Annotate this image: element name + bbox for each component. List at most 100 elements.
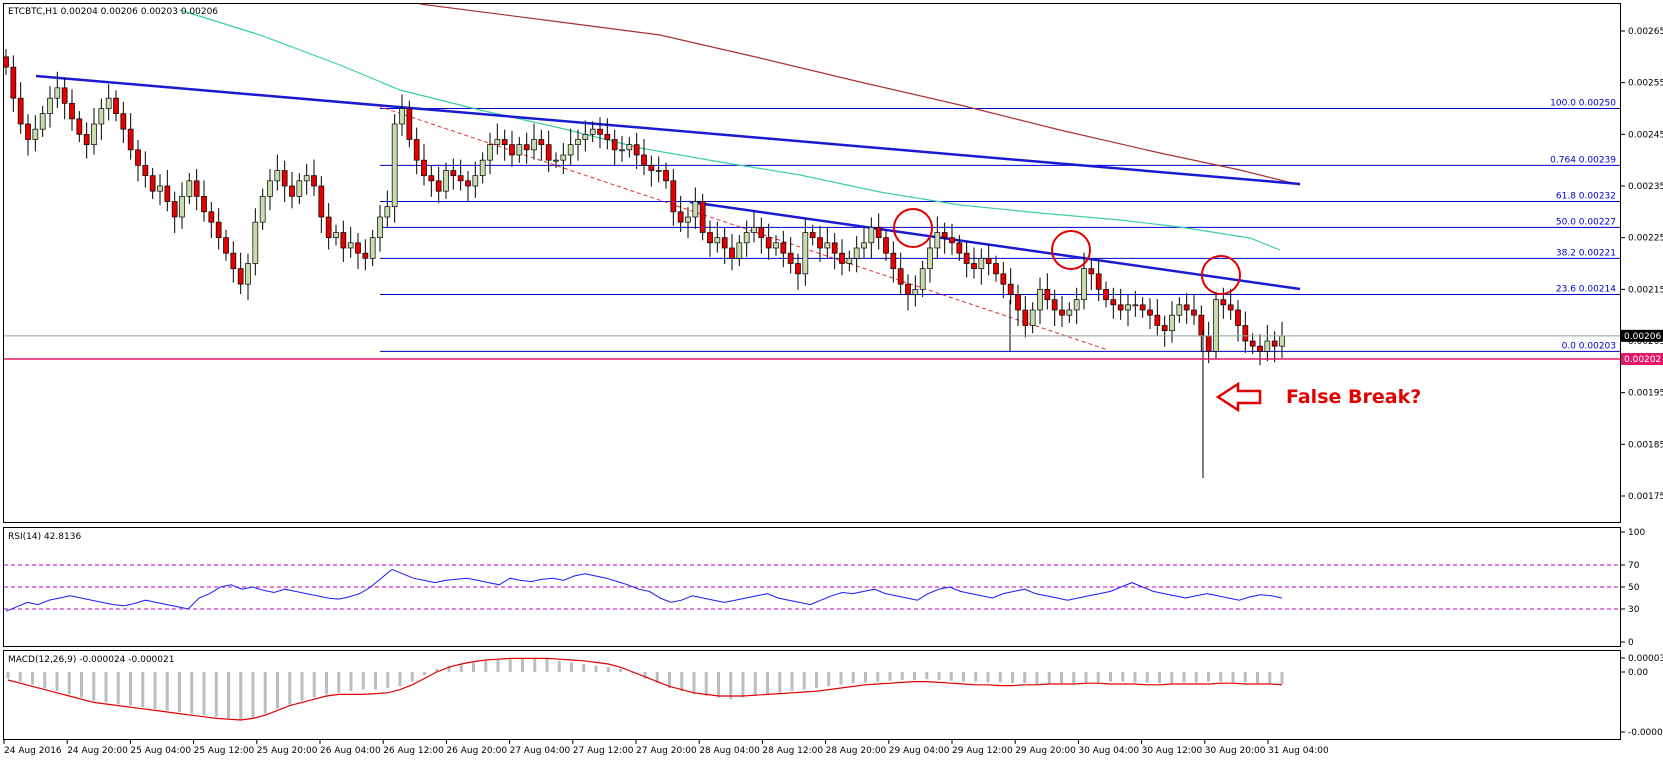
bear-candle-body: [1000, 273, 1007, 285]
candle: [494, 123, 501, 155]
candle: [303, 163, 310, 195]
bull-candle-body: [736, 242, 743, 259]
candle: [699, 193, 706, 241]
candle: [934, 216, 941, 258]
price-tick-label: 0.00195: [1628, 389, 1663, 399]
candle: [912, 275, 919, 307]
time-tick-label: 29 Aug 12:00: [952, 746, 1013, 756]
candle: [252, 208, 259, 276]
candle: [54, 71, 61, 108]
candle: [1264, 324, 1271, 362]
bear-candle-body: [1044, 288, 1051, 301]
candle: [1103, 281, 1109, 308]
time-tick-label: 28 Aug 12:00: [762, 746, 823, 756]
fib-level-label: 61.8 0.00232: [1556, 192, 1616, 202]
bear-candle-body: [10, 66, 17, 99]
candle: [1088, 258, 1095, 290]
bull-candle-body: [1081, 268, 1087, 301]
candle: [157, 174, 163, 206]
bull-candle-body: [846, 257, 853, 264]
bull-candle-body: [692, 201, 699, 218]
bear-candle-body: [311, 175, 317, 187]
bear-candle-body: [905, 283, 911, 295]
bear-candle-body: [875, 226, 882, 239]
candle: [839, 239, 845, 276]
candle: [267, 168, 273, 211]
bear-candle-body: [428, 175, 435, 182]
bear-candle-body: [956, 242, 963, 254]
candle: [3, 49, 9, 75]
bull-candle-body: [553, 159, 559, 162]
bear-candle-body: [729, 247, 735, 259]
false-break-annotation: False Break?: [1215, 381, 1421, 413]
bull-candle-body: [927, 247, 933, 270]
bear-candle-body: [76, 118, 83, 135]
price-tick-label: 0.00225: [1628, 234, 1663, 244]
bull-candle-body: [252, 221, 259, 264]
bear-candle-body: [1015, 294, 1021, 311]
bear-candle-body: [1022, 309, 1029, 326]
candle: [76, 111, 83, 143]
candle: [1227, 288, 1234, 320]
candle: [780, 230, 787, 268]
bull-candle-body: [619, 149, 625, 152]
candle: [113, 90, 119, 122]
bull-candle-body: [105, 97, 112, 109]
candle: [1183, 292, 1190, 324]
time-tick-label: 28 Aug 04:00: [699, 746, 760, 756]
bear-candle-body: [611, 139, 618, 151]
candle: [1066, 302, 1073, 323]
candle: [171, 191, 178, 234]
candle: [619, 135, 625, 162]
bear-candle-body: [142, 164, 149, 177]
time-tick-label: 27 Aug 12:00: [573, 746, 634, 756]
bear-candle-body: [721, 237, 728, 249]
bull-candle-body: [91, 123, 97, 146]
bear-candle-body: [83, 133, 90, 146]
candle: [413, 127, 420, 175]
time-tick-label: 25 Aug 04:00: [130, 746, 191, 756]
candle: [457, 159, 464, 191]
bear-candle-body: [890, 252, 897, 270]
candle: [861, 226, 867, 258]
candle: [809, 224, 816, 246]
bear-candle-body: [648, 164, 655, 171]
candle: [1271, 331, 1278, 363]
fib-level-label: 23.6 0.00214: [1556, 285, 1616, 295]
candle: [296, 173, 303, 205]
bear-candle-body: [1235, 309, 1241, 326]
candle: [707, 220, 713, 257]
bull-candle-body: [1125, 304, 1131, 311]
bear-candle-body: [1110, 299, 1117, 306]
bear-candle-body: [3, 56, 9, 68]
candle: [1095, 259, 1102, 302]
candle: [289, 172, 295, 209]
bear-candle-body: [1220, 299, 1227, 306]
candle: [919, 260, 926, 298]
bull-candle-body: [516, 144, 523, 156]
candle: [347, 226, 354, 258]
bear-candle-body: [465, 180, 471, 187]
bear-candle-body: [164, 185, 171, 202]
candle: [582, 120, 589, 152]
candle: [450, 158, 457, 190]
bull-candle-body: [773, 242, 779, 249]
candle: [538, 129, 545, 161]
time-tick-label: 27 Aug 20:00: [636, 746, 697, 756]
bull-candle-body: [98, 108, 105, 125]
bull-candle-body: [1176, 304, 1183, 316]
bull-candle-body: [296, 180, 303, 197]
bull-candle-body: [1213, 299, 1219, 352]
candle: [721, 227, 728, 265]
candle: [1191, 293, 1197, 325]
candle: [523, 132, 530, 164]
bull-candle-body: [1029, 309, 1036, 326]
candle: [472, 161, 479, 198]
fib-level-label: 50.0 0.00227: [1556, 217, 1616, 227]
bull-candle-body: [384, 206, 391, 218]
bear-candle-body: [201, 195, 207, 213]
symbol-info: ETCBTC,H1 0.00204 0.00206 0.00203 0.0020…: [8, 7, 218, 17]
time-tick-label: 31 Aug 04:00: [1268, 746, 1329, 756]
candle: [1022, 296, 1029, 338]
